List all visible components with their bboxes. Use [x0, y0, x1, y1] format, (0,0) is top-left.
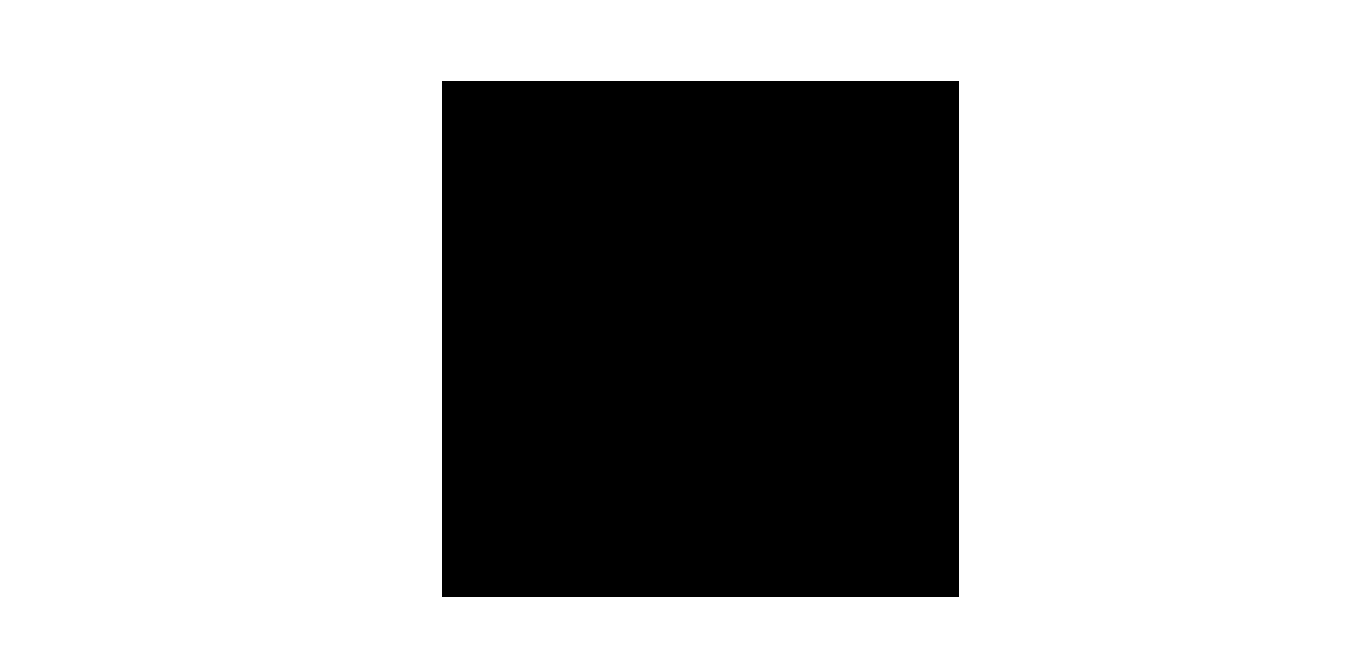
wordcloud-canvas: [442, 81, 959, 597]
wordcloud-image: [442, 81, 959, 597]
wordcloud-background: [442, 81, 959, 597]
